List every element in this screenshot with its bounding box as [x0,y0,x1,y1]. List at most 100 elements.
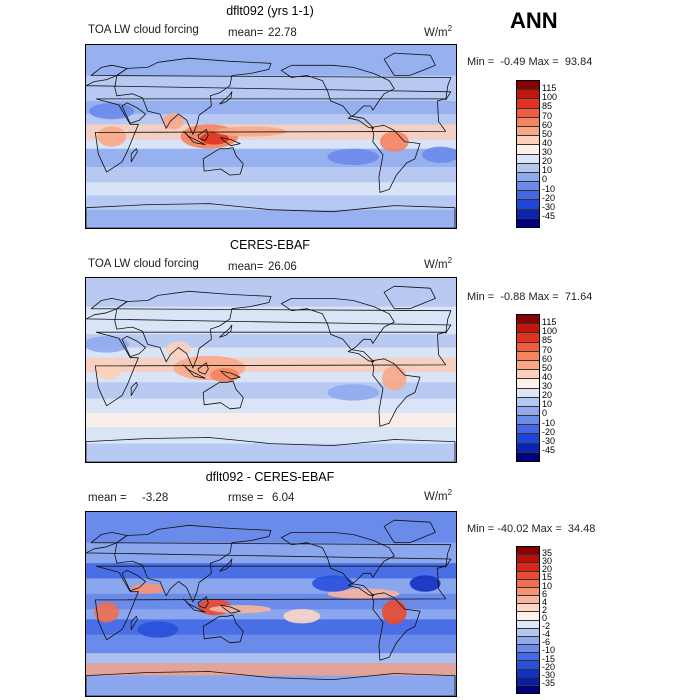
coastline [130,615,138,630]
colorbar-swatch [517,628,539,637]
colorbar-swatch [517,209,539,219]
colorbar-tick-label: -2 [542,621,551,632]
coastline [371,592,421,661]
season-label: ANN [510,8,558,33]
colorbar-swatch [517,661,539,670]
field-anomaly [97,126,127,147]
colorbar-tick-label: 30 [542,556,553,567]
field-band [86,542,456,564]
colorbar-tick-label: -45 [542,444,556,455]
colorbar-tick-label: 40 [542,371,553,382]
field-band [86,563,456,579]
field-anomaly [137,621,179,638]
colorbar-swatch [517,555,539,564]
panel-1-minmax: Min = -0.49 Max = 93.84 [467,56,593,68]
colorbar-tick-label: 100 [542,326,558,337]
coastline [114,290,272,369]
colorbar-tick-label: 0 [542,613,548,623]
field-band [86,412,456,428]
colorbar-swatch [517,406,539,417]
colorbar-tick-label: -30 [542,435,556,446]
colorbar-swatch [517,200,539,210]
colorbar-swatch [517,81,539,91]
colorbar-swatch [517,324,539,334]
panel-2-mean-label: mean= [228,261,264,273]
panel-1-map [85,44,457,229]
panel-3-mean-label: mean = [88,492,127,504]
coastline [371,124,421,193]
colorbar-swatch [517,315,539,325]
colorbar-tick-label: 70 [542,344,553,355]
panel-1-colorbar [516,80,540,228]
colorbar-swatch [517,342,539,352]
colorbar-tick-label: 50 [542,362,553,373]
colorbar-tick-label: 85 [542,335,553,346]
field-band [86,512,456,543]
colorbar-swatch [517,443,539,453]
coastline [183,364,206,379]
coastline [219,558,233,572]
coastline [114,524,272,603]
colorbar-swatch [517,685,539,694]
coastline [86,671,456,696]
colorbar-tick-label: -20 [542,192,556,203]
coastline [280,64,395,129]
colorbar-tick-label: 20 [542,156,553,167]
field-band [86,195,456,210]
colorbar-tick-label: -45 [542,210,556,221]
field-anomaly [283,609,321,624]
field-band [86,209,456,228]
coastline [371,358,421,427]
field-anomaly [327,148,379,165]
coastline [94,98,447,173]
field-anomaly [131,583,165,594]
colorbar-tick-label: -6 [542,637,551,648]
colorbar-swatch [517,90,539,100]
panel-3-map [85,511,457,697]
colorbar-swatch [517,563,539,572]
panel-1-variable-label: TOA LW cloud forcing [88,24,199,36]
colorbar-tick-label: 10 [542,580,553,591]
field-anomaly [89,102,135,120]
field-band [86,182,456,196]
panel-3-colorbar [516,546,540,694]
coastline [197,596,209,609]
field-band [86,619,456,635]
colorbar-swatch [517,360,539,371]
colorbar-tick-label: 35 [542,548,553,559]
colorbar-swatch [517,547,539,556]
colorbar-swatch [517,653,539,662]
colorbar-swatch [517,172,539,183]
colorbar-tick-label: 115 [542,317,557,328]
colorbar-tick-label: -4 [542,629,551,640]
coastline [130,381,138,396]
panel-2-minmax: Min = -0.88 Max = 71.64 [467,291,593,303]
coastline [183,598,206,613]
panel-3-rmse-label: rmse = [228,492,264,504]
colorbar-tick-label: -20 [542,426,556,437]
panel-1-colorbar-labels: 115 100 85 70 60 50 40 30 20 10 0 -10 -20 -30 -45 [542,80,582,226]
colorbar-tick-label: 2 [542,604,548,615]
colorbar-tick-label: 85 [542,101,553,112]
colorbar-tick-label: 0 [542,408,548,419]
coastline [280,532,395,597]
field-anomaly [382,599,407,625]
colorbar-tick-label: 6 [542,588,548,599]
colorbar-swatch [517,604,539,613]
field-anomaly [312,575,354,592]
panel-3-rmse-value: 6.04 [272,492,295,504]
panel-1-map-field [86,45,456,228]
field-anomaly [200,132,229,145]
colorbar-swatch [517,126,539,137]
coastline [197,362,209,375]
field-band [86,114,456,125]
colorbar-swatch [517,117,539,127]
coastline [383,52,436,76]
coastline [280,298,395,363]
field-anomaly [209,605,271,614]
colorbar-swatch [517,370,539,380]
colorbar-tick-label: 70 [542,110,553,121]
field-anomaly [214,126,287,137]
colorbar-swatch [517,620,539,629]
field-anomaly [409,575,441,592]
